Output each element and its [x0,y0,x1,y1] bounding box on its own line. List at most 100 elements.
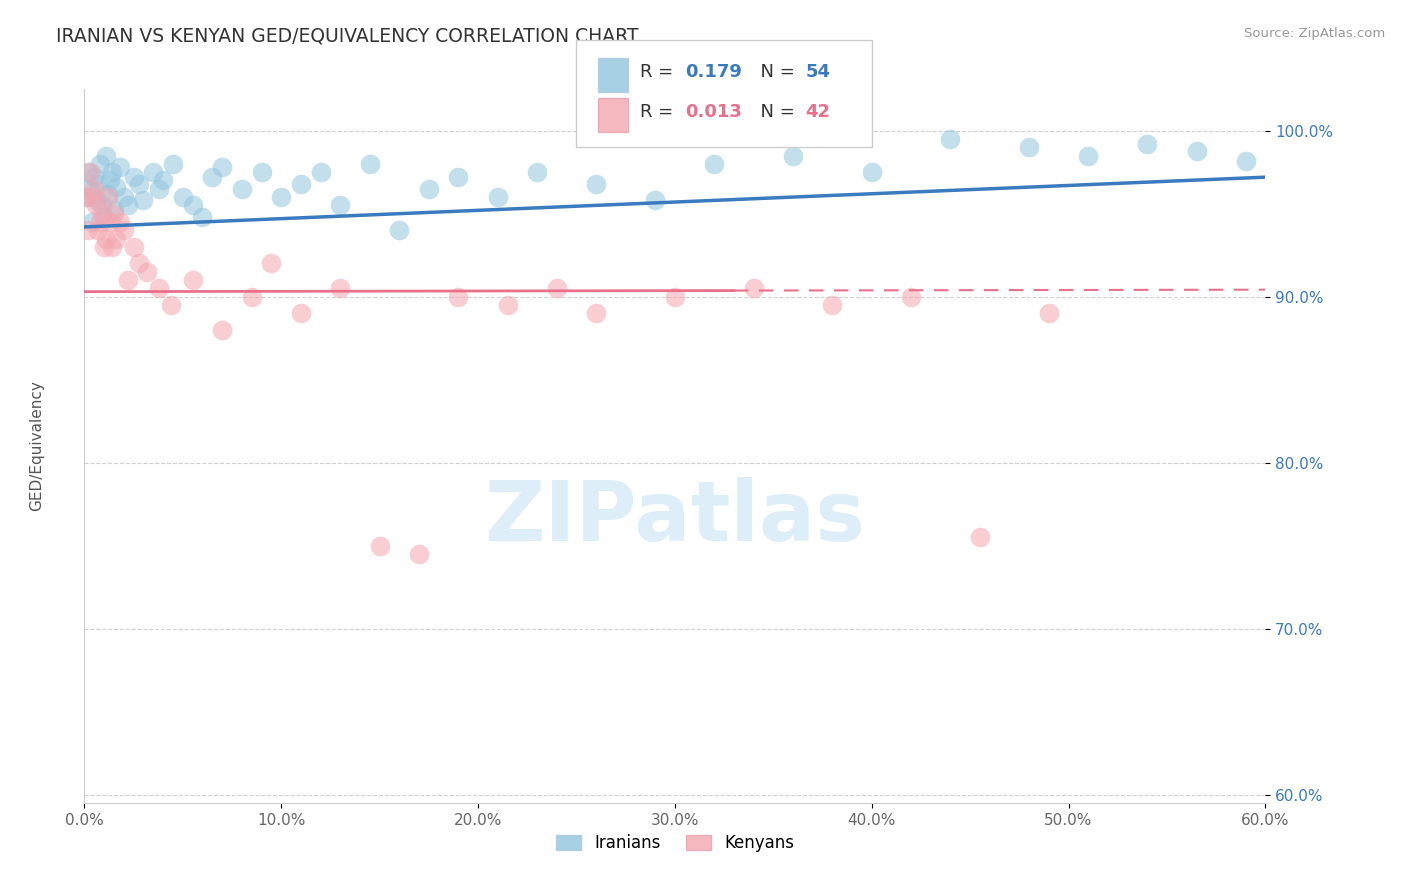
Point [240,290,263,304]
Point [75,190,97,204]
Point [91,207,114,221]
Point [93,240,115,254]
Point [172,190,194,204]
Point [1234,153,1257,168]
Point [585,177,607,191]
Point [644,194,666,208]
Point [486,190,509,204]
Point [250,165,273,179]
Point [152,173,174,187]
Point [97,186,120,201]
Point [821,298,844,312]
Text: GED/Equivalency: GED/Equivalency [30,381,45,511]
Point [82,215,104,229]
Point [290,177,312,191]
Point [97,190,120,204]
Point [900,290,922,304]
Point [82,190,104,204]
Point [148,281,170,295]
Text: ZIPatlas: ZIPatlas [485,477,865,558]
Point [94,148,117,162]
Point [418,182,440,196]
Point [77,165,100,179]
Legend: Iranians, Kenyans: Iranians, Kenyans [550,828,800,859]
Point [84,194,107,208]
Point [191,210,214,224]
Point [101,165,124,179]
Point [112,223,135,237]
Point [122,240,145,254]
Point [742,281,765,295]
Text: 42: 42 [806,103,831,121]
Text: Source: ZipAtlas.com: Source: ZipAtlas.com [1244,27,1385,40]
Point [84,198,107,212]
Point [447,290,470,304]
Point [329,198,352,212]
Point [260,256,283,270]
Point [128,256,150,270]
Point [117,198,139,212]
Point [939,132,962,146]
Point [104,180,127,194]
Point [585,306,607,320]
Point [181,273,204,287]
Point [309,165,332,179]
Point [703,157,725,171]
Point [122,170,145,185]
Point [103,207,125,221]
Point [94,231,117,245]
Point [98,215,121,229]
Point [79,165,101,179]
Point [447,170,470,185]
Point [201,170,224,185]
Text: 54: 54 [806,63,831,81]
Point [101,240,124,254]
Point [83,182,105,196]
Point [128,177,150,191]
Point [83,170,105,185]
Point [181,198,204,212]
Point [1185,144,1208,158]
Text: R =: R = [640,103,679,121]
Point [496,298,519,312]
Point [211,160,233,174]
Point [112,190,135,204]
Point [108,160,131,174]
Point [142,165,165,179]
Point [1018,140,1040,154]
Point [93,210,115,224]
Text: R =: R = [640,63,679,81]
Point [329,281,352,295]
Point [388,223,411,237]
Point [87,223,110,237]
Point [526,165,548,179]
Point [108,215,131,229]
Point [160,298,183,312]
Point [136,265,159,279]
Point [1038,306,1060,320]
Point [162,157,184,171]
Point [270,190,292,204]
Point [104,231,127,245]
Point [231,182,253,196]
Point [408,547,430,561]
Point [77,223,100,237]
Point [103,203,125,218]
Point [117,273,139,287]
Point [546,281,568,295]
Point [1136,136,1159,151]
Point [91,198,114,212]
Point [368,539,391,553]
Point [211,323,233,337]
Point [79,182,101,196]
Point [132,194,155,208]
Text: 0.013: 0.013 [685,103,741,121]
Point [89,157,111,171]
Point [359,157,381,171]
Point [969,530,991,544]
Point [87,177,110,191]
Point [782,148,804,162]
Text: IRANIAN VS KENYAN GED/EQUIVALENCY CORRELATION CHART: IRANIAN VS KENYAN GED/EQUIVALENCY CORREL… [56,27,638,45]
Point [89,215,111,229]
Point [664,290,686,304]
